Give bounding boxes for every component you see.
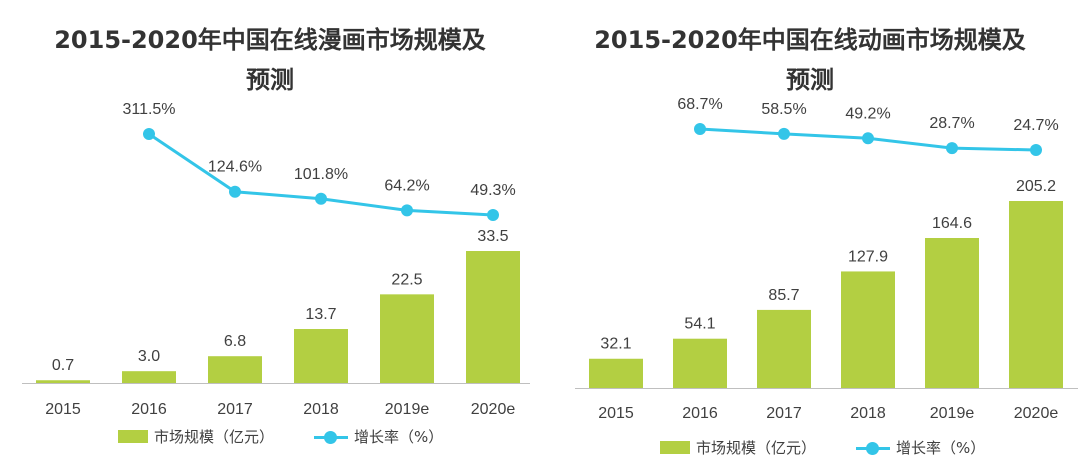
chart-title-line-2: 预测 [786, 66, 834, 94]
growth-label-2019e: 64.2% [384, 177, 429, 194]
x-tick-label-2017: 2017 [766, 405, 802, 422]
comic-market-chart: 2015-2020年中国在线漫画市场规模及 预测 0.7 2015 3.0 2016 6… [0, 20, 540, 447]
bar-value-label-2020e: 205.2 [1016, 178, 1056, 195]
growth-label-2019e: 28.7% [929, 115, 974, 132]
x-tick-label-2020e: 2020e [1014, 405, 1059, 422]
chart-title-line-2: 预测 [246, 66, 294, 94]
chart-title-line-1: 2015-2020年中国在线漫画市场规模及 [54, 26, 486, 54]
growth-label-2016: 311.5% [122, 101, 175, 118]
bar-2020e [466, 251, 520, 383]
chart-title-line-1: 2015-2020年中国在线动画市场规模及 [594, 26, 1026, 54]
x-tick-label-2017: 2017 [217, 401, 253, 418]
bar-value-label-2019e: 22.5 [391, 271, 422, 288]
growth-point-2016 [143, 128, 155, 140]
bar-2017 [757, 309, 811, 388]
growth-label-2020e: 24.7% [1013, 117, 1058, 134]
growth-point-2019e [946, 142, 958, 155]
bar-2018 [294, 329, 348, 383]
bar-value-label-2019e: 164.6 [932, 215, 972, 232]
growth-point-2017 [778, 127, 790, 140]
growth-label-2020e: 49.3% [470, 182, 515, 199]
legend: 市场规模（亿元） 增长率（%） [660, 437, 985, 458]
bar-2018 [841, 271, 895, 388]
bar-value-label-2017: 6.8 [224, 333, 246, 350]
bar-value-label-2018: 13.7 [305, 306, 336, 323]
growth-point-2018 [315, 192, 327, 205]
growth-label-2018: 49.2% [845, 105, 890, 122]
bar-value-label-2015: 32.1 [600, 336, 631, 353]
x-tick-label-2018: 2018 [850, 405, 886, 422]
x-tick-label-2016: 2016 [131, 401, 167, 418]
legend-line-label: 增长率（%） [896, 439, 986, 457]
animation-chart-plot: 32.1 2015 54.1 2016 85.7 2017 127.9 2018 164.6 20… [575, 96, 1078, 422]
bar-2017 [208, 356, 262, 383]
bar-value-label-2020e: 33.5 [477, 228, 508, 245]
growth-label-2018: 101.8% [294, 166, 348, 183]
bar-2015 [589, 358, 643, 388]
growth-label-2017: 124.6% [208, 159, 262, 176]
comic-chart-plot: 0.7 2015 3.0 2016 6.8 2017 13.7 2018 22.5 2019e 33… [22, 101, 530, 418]
legend-bar-swatch [660, 441, 690, 454]
bar-2016 [122, 371, 176, 383]
legend-bar-label: 市场规模（亿元） [154, 428, 275, 446]
growth-label-2016: 68.7% [677, 96, 722, 113]
bar-2019e [925, 237, 979, 388]
legend-line-label: 增长率（%） [354, 428, 444, 446]
legend-line-swatch [856, 441, 891, 455]
bar-2020e [1009, 201, 1063, 388]
legend: 市场规模（亿元） 增长率（%） [118, 426, 443, 447]
bar-2015 [36, 380, 90, 383]
growth-point-2016 [694, 123, 706, 135]
x-tick-label-2020e: 2020e [471, 401, 516, 418]
x-tick-label-2018: 2018 [303, 401, 339, 418]
x-tick-label-2015: 2015 [598, 405, 634, 422]
bar-value-label-2016: 54.1 [684, 316, 715, 333]
growth-point-2020e [1030, 144, 1042, 156]
animation-market-chart: 2015-2020年中国在线动画市场规模及 预测 32.1 2015 54.1 201… [540, 0, 1080, 465]
growth-label-2017: 58.5% [761, 101, 806, 118]
growth-point-2017 [229, 185, 241, 198]
growth-point-2019e [401, 204, 413, 217]
x-tick-label-2016: 2016 [682, 405, 718, 422]
x-tick-label-2015: 2015 [45, 401, 81, 418]
bar-value-label-2016: 3.0 [138, 348, 160, 365]
legend-bar-swatch [118, 430, 148, 443]
x-tick-label-2019e: 2019e [385, 401, 430, 418]
bar-value-label-2017: 85.7 [768, 287, 799, 304]
x-tick-label-2019e: 2019e [930, 405, 975, 422]
chart-title: 2015-2020年中国在线动画市场规模及 预测 [540, 20, 1080, 100]
bar-2016 [673, 338, 727, 388]
chart-title: 2015-2020年中国在线漫画市场规模及 预测 [0, 20, 540, 100]
legend-line-swatch [314, 430, 349, 444]
bar-2019e [380, 294, 434, 383]
growth-point-2018 [862, 132, 874, 145]
legend-bar-label: 市场规模（亿元） [696, 439, 817, 457]
growth-point-2020e [487, 209, 499, 221]
bar-value-label-2015: 0.7 [52, 357, 74, 374]
bar-value-label-2018: 127.9 [848, 248, 888, 265]
